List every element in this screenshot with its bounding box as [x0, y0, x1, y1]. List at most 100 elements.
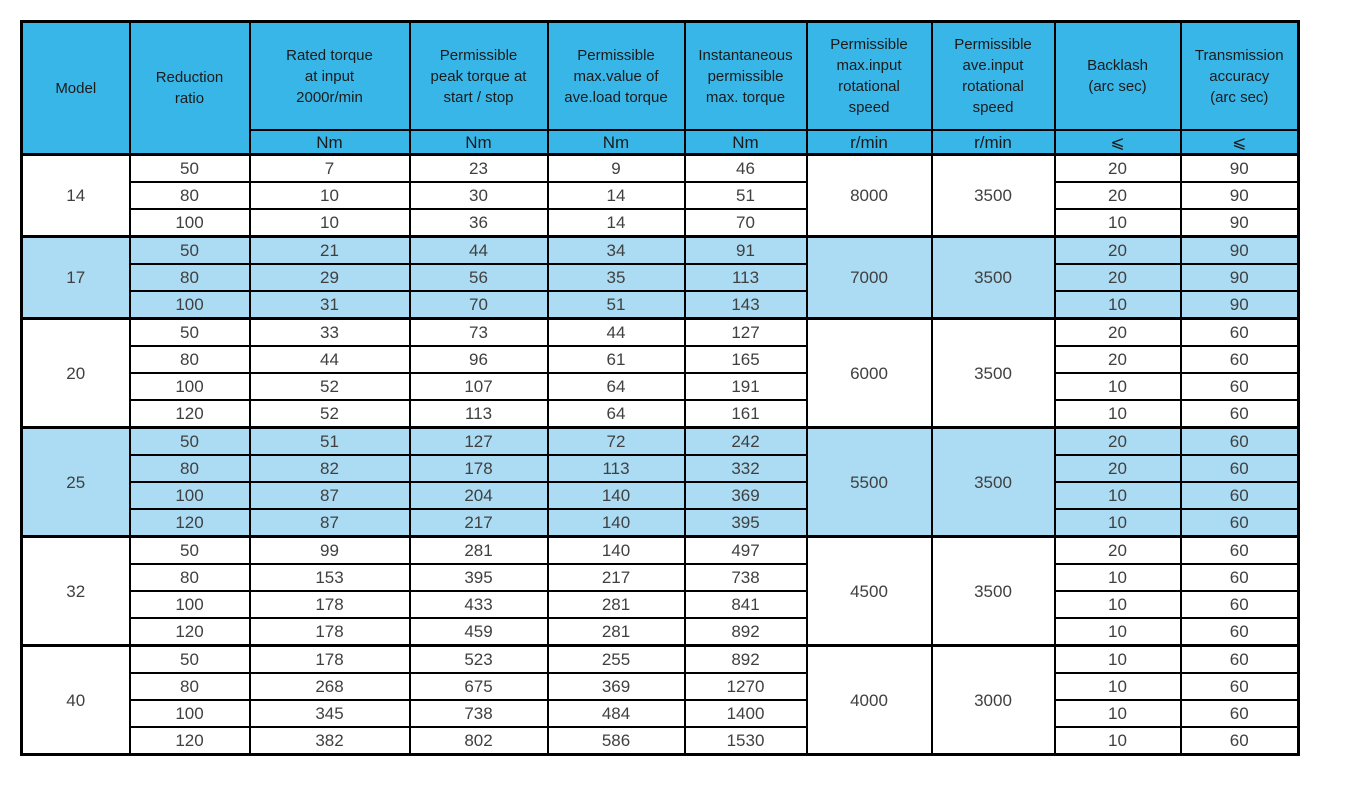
reduction-ratio-cell: 120: [128, 726, 251, 756]
instant-torque-cell: 369: [683, 481, 808, 510]
peak-torque-cell: 127: [408, 426, 549, 456]
instant-torque-cell: 165: [683, 345, 808, 374]
instant-torque-cell: 892: [683, 617, 808, 647]
rated-torque-cell: 10: [248, 181, 411, 210]
spec-row: 100 52 107 64 191 10 60: [22, 372, 1300, 401]
spec-row: 120 52 113 64 161 10 60: [22, 399, 1300, 429]
unit-accuracy: ⩽: [1179, 129, 1300, 156]
rated-torque-cell: 51: [248, 426, 411, 456]
model-group-20: 20 50 33 73 44 127 6000 3500 20 60 80 44 96 61 165 20 60…: [20, 317, 1300, 429]
ave-load-torque-cell: 35: [546, 263, 686, 292]
instant-torque-cell: 1530: [683, 726, 808, 756]
reduction-ratio-cell: 120: [128, 508, 251, 538]
reduction-ratio-cell: 120: [128, 399, 251, 429]
header-backlash: Backlash (arc sec): [1053, 20, 1182, 131]
header-model: Model: [20, 20, 131, 156]
backlash-cell: 20: [1053, 454, 1182, 483]
accuracy-cell: 90: [1179, 263, 1300, 292]
peak-torque-cell: 113: [408, 399, 549, 429]
peak-torque-cell: 96: [408, 345, 549, 374]
instant-torque-cell: 143: [683, 290, 808, 320]
peak-torque-cell: 802: [408, 726, 549, 756]
ave-input-speed-cell: 3000: [930, 644, 1056, 756]
peak-torque-cell: 30: [408, 181, 549, 210]
ave-input-speed-cell: 3500: [930, 235, 1056, 320]
peak-torque-cell: 675: [408, 672, 549, 701]
peak-torque-cell: 433: [408, 590, 549, 619]
accuracy-cell: 90: [1179, 181, 1300, 210]
accuracy-cell: 60: [1179, 617, 1300, 647]
spec-row: 80 153 395 217 738 10 60: [22, 563, 1300, 592]
backlash-cell: 20: [1053, 235, 1182, 265]
backlash-cell: 10: [1053, 563, 1182, 592]
spec-row: 40 50 178 523 255 892 4000 3000 10 60: [20, 644, 1300, 756]
backlash-cell: 20: [1053, 317, 1182, 347]
ave-load-torque-cell: 140: [546, 535, 686, 565]
reduction-ratio-cell: 50: [128, 644, 251, 674]
spec-row: 120 178 459 281 892 10 60: [22, 617, 1300, 647]
reduction-ratio-cell: 100: [128, 208, 251, 238]
accuracy-cell: 60: [1179, 426, 1300, 456]
model-group-32: 32 50 99 281 140 497 4500 3500 20 60 80 153 395 217 73…: [20, 535, 1300, 647]
reduction-ratio-cell: 100: [128, 699, 251, 728]
peak-torque-cell: 70: [408, 290, 549, 320]
accuracy-cell: 60: [1179, 508, 1300, 538]
ave-load-torque-cell: 64: [546, 399, 686, 429]
accuracy-cell: 90: [1179, 208, 1300, 238]
peak-torque-cell: 217: [408, 508, 549, 538]
spec-row: 80 44 96 61 165 20 60: [22, 345, 1300, 374]
ave-load-torque-cell: 484: [546, 699, 686, 728]
table-header: Model Reduction ratio Rated torque at in…: [20, 20, 1300, 156]
peak-torque-cell: 73: [408, 317, 549, 347]
spec-row: 100 178 433 281 841 10 60: [22, 590, 1300, 619]
instant-torque-cell: 191: [683, 372, 808, 401]
accuracy-cell: 60: [1179, 399, 1300, 429]
rated-torque-cell: 21: [248, 235, 411, 265]
spec-row: 80 82 178 113 332 20 60: [22, 454, 1300, 483]
peak-torque-cell: 459: [408, 617, 549, 647]
model-group-40: 40 50 178 523 255 892 4000 3000 10 60 80 268 675 369 1…: [20, 644, 1300, 756]
accuracy-cell: 90: [1179, 290, 1300, 320]
spec-row: 25 50 51 127 72 242 5500 3500 20 60: [20, 426, 1300, 538]
spec-row: 100 10 36 14 70 10 90: [22, 208, 1300, 238]
unit-ave-load-torque: Nm: [546, 129, 686, 156]
peak-torque-cell: 281: [408, 535, 549, 565]
max-input-speed-cell: 7000: [805, 235, 933, 320]
peak-torque-cell: 738: [408, 699, 549, 728]
backlash-cell: 10: [1053, 399, 1182, 429]
spec-row: 32 50 99 281 140 497 4500 3500 20 60: [20, 535, 1300, 647]
peak-torque-cell: 56: [408, 263, 549, 292]
reduction-ratio-cell: 100: [128, 481, 251, 510]
reduction-ratio-cell: 120: [128, 617, 251, 647]
header-instant-torque: Instantaneous permissible max. torque: [683, 20, 808, 131]
ave-load-torque-cell: 369: [546, 672, 686, 701]
header-ave-load-torque: Permissible max.value of ave.load torque: [546, 20, 686, 131]
instant-torque-cell: 91: [683, 235, 808, 265]
max-input-speed-cell: 4500: [805, 535, 933, 647]
rated-torque-cell: 82: [248, 454, 411, 483]
rated-torque-cell: 178: [248, 644, 411, 674]
reduction-ratio-cell: 80: [128, 345, 251, 374]
backlash-cell: 20: [1053, 426, 1182, 456]
reduction-ratio-cell: 50: [128, 235, 251, 265]
instant-torque-cell: 127: [683, 317, 808, 347]
instant-torque-cell: 70: [683, 208, 808, 238]
accuracy-cell: 90: [1179, 235, 1300, 265]
unit-rated-torque: Nm: [248, 129, 411, 156]
instant-torque-cell: 892: [683, 644, 808, 674]
reduction-ratio-cell: 80: [128, 263, 251, 292]
reduction-ratio-cell: 100: [128, 290, 251, 320]
peak-torque-cell: 395: [408, 563, 549, 592]
ave-load-torque-cell: 140: [546, 481, 686, 510]
instant-torque-cell: 497: [683, 535, 808, 565]
accuracy-cell: 60: [1179, 726, 1300, 756]
ave-load-torque-cell: 14: [546, 208, 686, 238]
accuracy-cell: 60: [1179, 345, 1300, 374]
backlash-cell: 20: [1053, 263, 1182, 292]
ave-load-torque-cell: 113: [546, 454, 686, 483]
model-cell: 14: [20, 153, 131, 238]
header-unit-row: Nm Nm Nm Nm r/min r/min ⩽ ⩽: [22, 129, 1300, 156]
unit-instant-torque: Nm: [683, 129, 808, 156]
accuracy-cell: 60: [1179, 454, 1300, 483]
ave-load-torque-cell: 9: [546, 153, 686, 183]
